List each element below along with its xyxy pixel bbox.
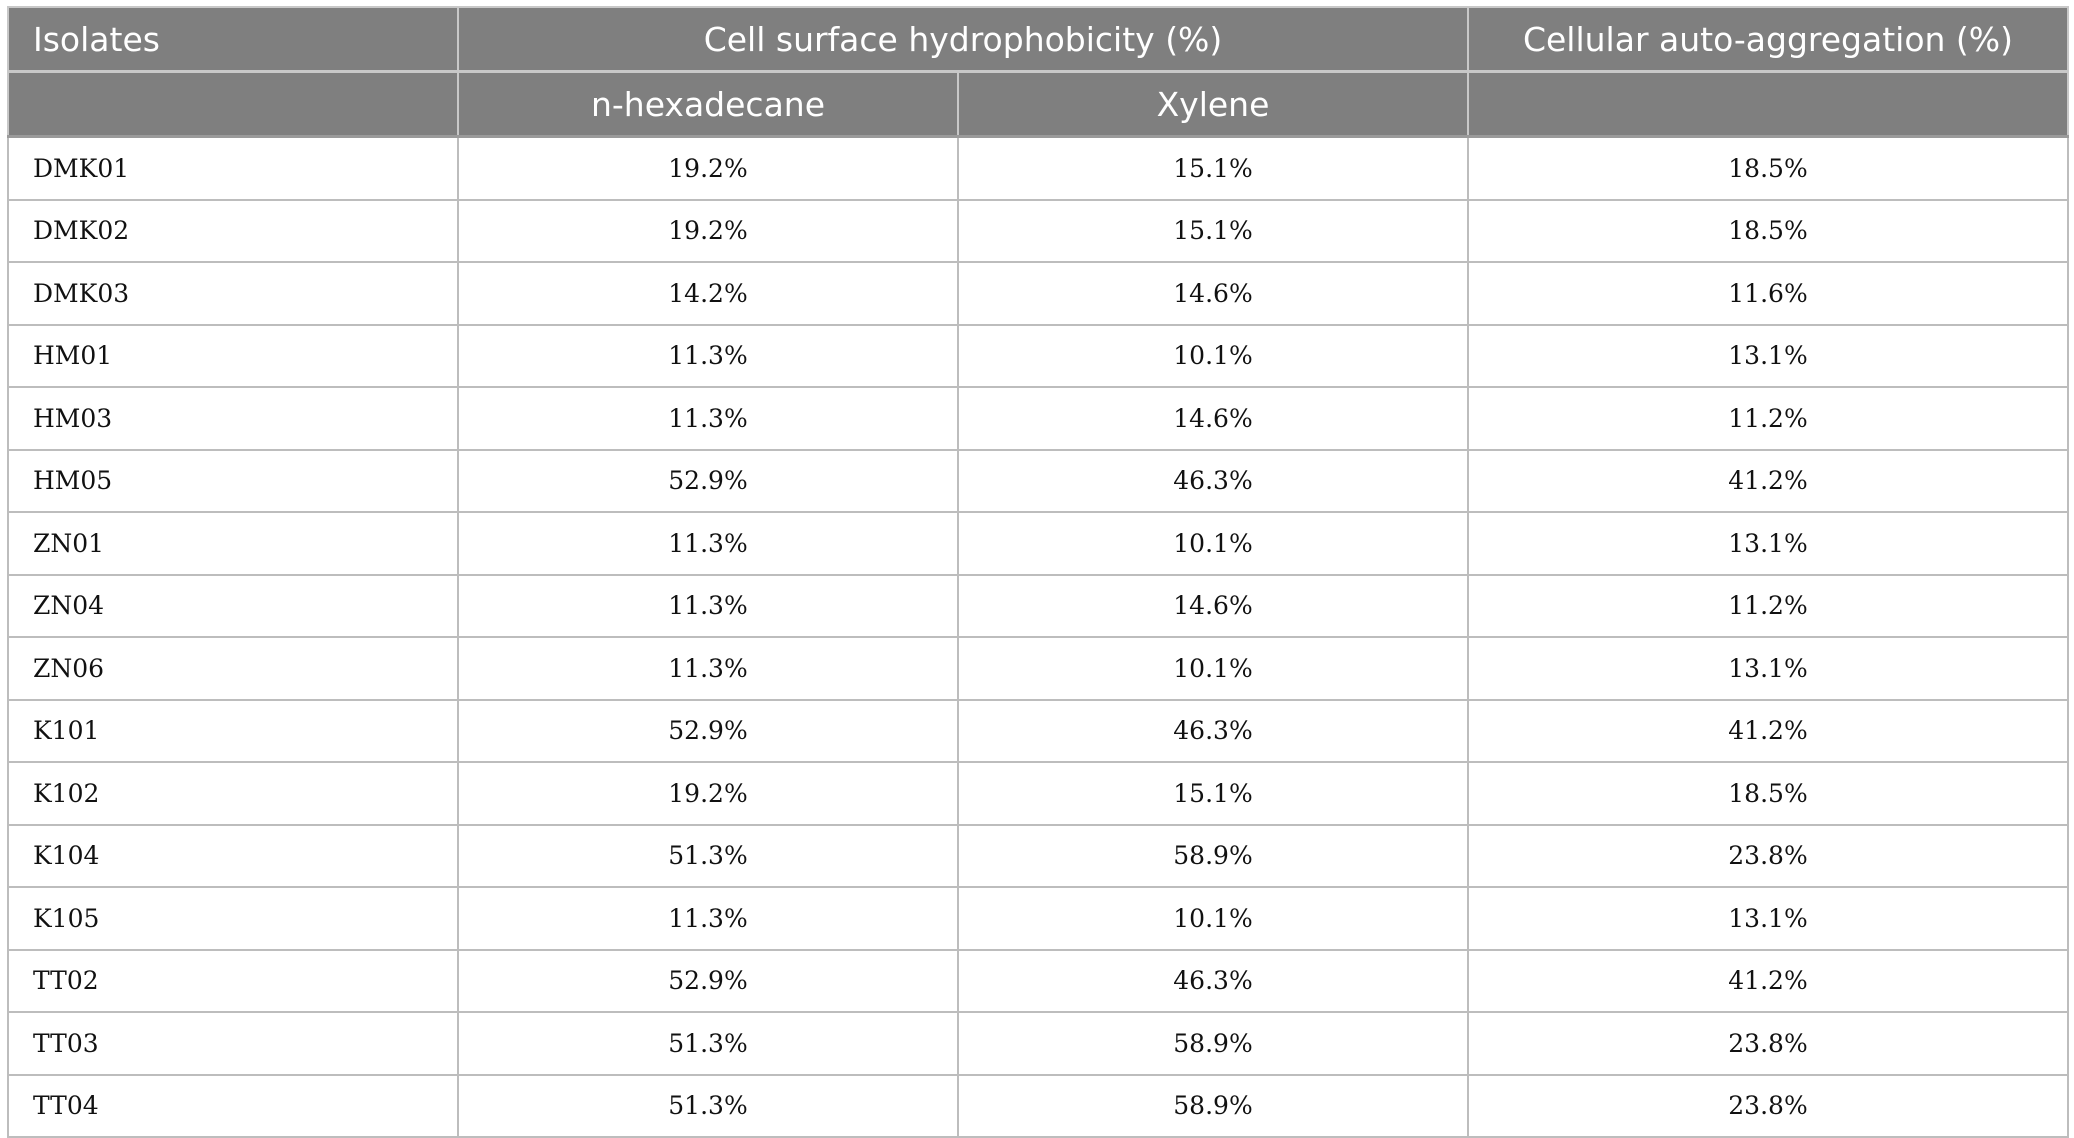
cell-xylene: 58.9% [957,1011,1469,1076]
cell-hexadecane: 11.3% [457,636,959,701]
cell-isolate: DMK03 [7,261,459,326]
cell-isolate: HM05 [7,448,459,513]
cell-isolate: HM01 [7,323,459,388]
header-blank-aggregation [1467,70,2069,138]
cell-xylene: 46.3% [957,948,1469,1013]
header-isolates: Isolates [7,6,459,73]
hydrophobicity-aggregation-table: Isolates Cell surface hydrophobicity (%)… [7,6,2069,1138]
cell-hexadecane: 11.3% [457,573,959,638]
cell-aggregation: 11.2% [1467,573,2069,638]
cell-xylene: 58.9% [957,1073,1469,1138]
cell-xylene: 46.3% [957,698,1469,763]
table-row: TT03 51.3% 58.9% 23.8% [7,1011,2069,1076]
table-row: DMK02 19.2% 15.1% 18.5% [7,198,2069,263]
cell-hexadecane: 19.2% [457,761,959,826]
cell-aggregation: 23.8% [1467,1073,2069,1138]
cell-xylene: 15.1% [957,135,1469,201]
header-hexadecane: n-hexadecane [457,70,959,138]
table-row: K105 11.3% 10.1% 13.1% [7,886,2069,951]
cell-xylene: 15.1% [957,198,1469,263]
cell-isolate: TT04 [7,1073,459,1138]
cell-aggregation: 18.5% [1467,761,2069,826]
cell-hexadecane: 51.3% [457,1011,959,1076]
header-xylene: Xylene [957,70,1469,138]
table-row: DMK01 19.2% 15.1% 18.5% [7,135,2069,201]
cell-isolate: TT03 [7,1011,459,1076]
cell-isolate: ZN04 [7,573,459,638]
cell-xylene: 10.1% [957,636,1469,701]
cell-hexadecane: 19.2% [457,135,959,201]
cell-aggregation: 11.6% [1467,261,2069,326]
table-body: DMK01 19.2% 15.1% 18.5% DMK02 19.2% 15.1% 18.5%… [7,135,2069,1138]
cell-isolate: DMK01 [7,135,459,201]
cell-aggregation: 13.1% [1467,886,2069,951]
table-row: DMK03 14.2% 14.6% 11.6% [7,261,2069,326]
cell-hexadecane: 11.3% [457,511,959,576]
table-row: ZN01 11.3% 10.1% 13.1% [7,511,2069,576]
table-row: ZN06 11.3% 10.1% 13.1% [7,636,2069,701]
cell-aggregation: 23.8% [1467,1011,2069,1076]
cell-isolate: K101 [7,698,459,763]
cell-xylene: 14.6% [957,573,1469,638]
cell-xylene: 46.3% [957,448,1469,513]
cell-isolate: ZN01 [7,511,459,576]
cell-aggregation: 13.1% [1467,323,2069,388]
cell-isolate: HM03 [7,386,459,451]
cell-hexadecane: 51.3% [457,1073,959,1138]
cell-xylene: 10.1% [957,886,1469,951]
cell-hexadecane: 52.9% [457,698,959,763]
header-row-main: Isolates Cell surface hydrophobicity (%)… [7,6,2069,73]
cell-aggregation: 13.1% [1467,636,2069,701]
cell-aggregation: 11.2% [1467,386,2069,451]
cell-xylene: 14.6% [957,261,1469,326]
cell-xylene: 14.6% [957,386,1469,451]
cell-aggregation: 41.2% [1467,698,2069,763]
table-row: K104 51.3% 58.9% 23.8% [7,823,2069,888]
header-row-sub: n-hexadecane Xylene [7,70,2069,138]
table-row: ZN04 11.3% 14.6% 11.2% [7,573,2069,638]
cell-hexadecane: 52.9% [457,948,959,1013]
cell-isolate: K105 [7,886,459,951]
cell-xylene: 10.1% [957,511,1469,576]
header-aggregation: Cellular auto-aggregation (%) [1467,6,2069,73]
cell-hexadecane: 11.3% [457,323,959,388]
cell-hexadecane: 11.3% [457,886,959,951]
header-hydrophobicity: Cell surface hydrophobicity (%) [457,6,1469,73]
cell-isolate: ZN06 [7,636,459,701]
cell-isolate: TT02 [7,948,459,1013]
cell-hexadecane: 14.2% [457,261,959,326]
cell-isolate: K102 [7,761,459,826]
table-row: K102 19.2% 15.1% 18.5% [7,761,2069,826]
cell-aggregation: 18.5% [1467,198,2069,263]
cell-xylene: 58.9% [957,823,1469,888]
table-row: TT04 51.3% 58.9% 23.8% [7,1073,2069,1138]
cell-aggregation: 18.5% [1467,135,2069,201]
table-row: HM01 11.3% 10.1% 13.1% [7,323,2069,388]
cell-hexadecane: 19.2% [457,198,959,263]
cell-aggregation: 13.1% [1467,511,2069,576]
table-row: K101 52.9% 46.3% 41.2% [7,698,2069,763]
table-row: HM05 52.9% 46.3% 41.2% [7,448,2069,513]
cell-hexadecane: 51.3% [457,823,959,888]
cell-hexadecane: 11.3% [457,386,959,451]
results-table-container: Isolates Cell surface hydrophobicity (%)… [7,6,2069,1138]
cell-isolate: DMK02 [7,198,459,263]
table-row: TT02 52.9% 46.3% 41.2% [7,948,2069,1013]
cell-isolate: K104 [7,823,459,888]
cell-xylene: 10.1% [957,323,1469,388]
cell-aggregation: 23.8% [1467,823,2069,888]
cell-aggregation: 41.2% [1467,448,2069,513]
cell-hexadecane: 52.9% [457,448,959,513]
table-header: Isolates Cell surface hydrophobicity (%)… [7,6,2069,138]
table-row: HM03 11.3% 14.6% 11.2% [7,386,2069,451]
cell-aggregation: 41.2% [1467,948,2069,1013]
cell-xylene: 15.1% [957,761,1469,826]
header-blank-isolates [7,70,459,138]
